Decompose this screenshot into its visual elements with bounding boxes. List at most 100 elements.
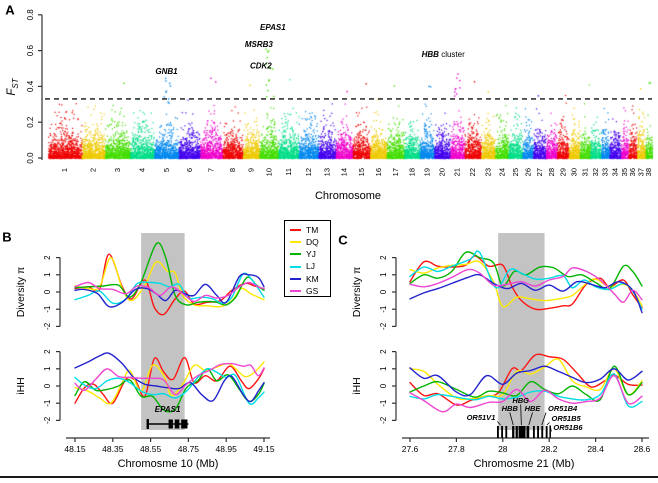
gene-annotation-label: EPAS1 [260, 23, 286, 32]
fst-sub: ST [11, 78, 21, 89]
chromosome-axis-label: 4 [138, 168, 147, 172]
y-axis-tick-label: -1 [379, 305, 388, 313]
chromosome-axis-label: 14 [340, 168, 349, 176]
y-axis-tick-label: 0.4 [26, 80, 35, 92]
series-GS-curve [409, 267, 643, 304]
y-axis-tick-label: 2 [379, 255, 388, 260]
chromosome-axis-label: 11 [284, 168, 293, 176]
legend-item-label: KM [306, 273, 319, 284]
gene-annotation-label: OR51V1 [467, 413, 496, 422]
legend-line-swatch [290, 277, 301, 280]
legend-line-swatch [290, 229, 301, 232]
panel-b-diversity-axis-title: Diversity π [15, 266, 27, 318]
gene-annotation-label: GNB1 [155, 67, 178, 76]
panel-b-ihh-axis-title: iHH [15, 377, 27, 395]
chromosome-axis-label: 1 [60, 168, 69, 172]
legend-line-swatch [290, 241, 301, 244]
series-TM-curve [74, 356, 265, 405]
gene-annotation-pointer [541, 412, 547, 426]
chromosome-axis-label: 2 [89, 168, 98, 172]
gene-annotation-label: OR51B5 [552, 414, 582, 423]
series-LJ-curve [74, 367, 265, 405]
gene-model-tss [146, 419, 149, 429]
panel-b-label: B [2, 229, 12, 245]
chromosome-axis-label: 13 [323, 168, 332, 176]
chromosome-axis-label: 7 [207, 168, 216, 172]
legend-line-swatch [290, 265, 301, 268]
chromosome-axis-label: 19 [422, 168, 431, 176]
chromosome-axis-label: 25 [511, 168, 520, 176]
manhattan-y-axis-title: FST [6, 78, 20, 95]
series-LJ-curve [409, 373, 643, 408]
chromosome-axis-label: 10 [264, 168, 273, 176]
series-KM-curve [74, 273, 265, 308]
gene-bar [532, 426, 535, 438]
series-GS-curve [74, 281, 265, 303]
legend-item-label: GS [306, 285, 319, 296]
panel-c-x-axis-title: Chromosme 21 (Mb) [473, 458, 575, 470]
gene-annotation-label: HBB cluster [422, 50, 465, 59]
x-axis-tick-label: 48.55 [140, 444, 162, 454]
y-axis-tick-label: 0 [379, 289, 388, 294]
y-axis-tick-label: 0.2 [26, 116, 35, 128]
gene-annotation-pointer [528, 412, 533, 426]
y-axis-tick-label: 0 [379, 383, 388, 388]
chromosome-axis-label: 23 [484, 168, 493, 176]
y-axis-tick-label: -2 [43, 416, 52, 424]
chromosome-axis-label: 17 [391, 168, 400, 176]
gene-bar [512, 426, 515, 438]
x-axis-tick-label: 48.15 [64, 444, 86, 454]
gene-bar [501, 426, 504, 438]
series-DQ-curve [409, 358, 643, 401]
y-axis-tick-label: -2 [379, 322, 388, 330]
gene-annotation-label: HBB [502, 404, 519, 413]
gene-annotation-label: CDK2 [250, 62, 272, 71]
x-axis-tick-label: 27.8 [448, 444, 465, 454]
series-DQ-curve [74, 361, 265, 405]
y-axis-tick-label: 0.0 [26, 152, 35, 164]
x-axis-tick-label: 28.6 [634, 444, 651, 454]
gene-annotation-pointer [546, 422, 550, 426]
chromosome-axis-label: 24 [497, 168, 506, 176]
gene-annotation-pointer [497, 421, 501, 426]
chromosome-axis-label: 27 [535, 168, 544, 176]
chromosome-axis-label: 22 [468, 168, 477, 176]
gene-bar [541, 426, 544, 438]
series-YJ-curve [74, 242, 265, 306]
y-axis-tick-label: -1 [379, 399, 388, 407]
chromosome-axis-label: 33 [601, 168, 610, 176]
legend-item-KM: KM [290, 273, 330, 285]
chromosome-axis-label: 6 [185, 168, 194, 172]
chromosome-axis-label: 15 [357, 168, 366, 176]
y-axis-tick-label: 2 [379, 349, 388, 354]
gene-bar [526, 426, 530, 438]
chromosome-axis-label: 38 [644, 168, 653, 176]
y-axis-tick-label: 1 [43, 366, 52, 371]
legend-line-swatch [290, 253, 301, 256]
gene-annotation-pointer [549, 424, 552, 432]
legend-item-DQ: DQ [290, 236, 330, 248]
y-axis-tick-label: 1 [379, 272, 388, 277]
series-LJ-curve [74, 272, 265, 305]
gene-annotation-pointer [509, 412, 514, 426]
gene-model-exon [181, 419, 188, 429]
y-axis-tick-label: 1 [43, 272, 52, 277]
y-axis-tick-label: 2 [43, 255, 52, 260]
gene-bar [518, 426, 526, 438]
legend-item-label: LJ [306, 261, 315, 272]
chromosome-axis-label: 32 [591, 168, 600, 176]
chromosome-axis-label: 8 [228, 168, 237, 172]
chromosome-axis-label: 34 [611, 168, 620, 176]
legend-item-label: TM [306, 224, 319, 235]
series-KM-curve [74, 352, 265, 403]
manhattan-x-axis-title: Chromosome [314, 190, 382, 202]
series-GS-curve [409, 375, 643, 413]
panel-a: 0.00.20.40.60.81 2 3 4 5 6 7 8 9 10 11 12 13 14 15 16 17… [26, 9, 653, 177]
gene-bar [515, 426, 518, 438]
manhattan-canvas [0, 0, 658, 215]
gene-model-exon [174, 419, 180, 429]
x-axis-tick-label: 48.95 [216, 444, 238, 454]
x-axis-tick-label: 48.35 [102, 444, 124, 454]
chromosome-axis-label: 35 [620, 168, 629, 176]
